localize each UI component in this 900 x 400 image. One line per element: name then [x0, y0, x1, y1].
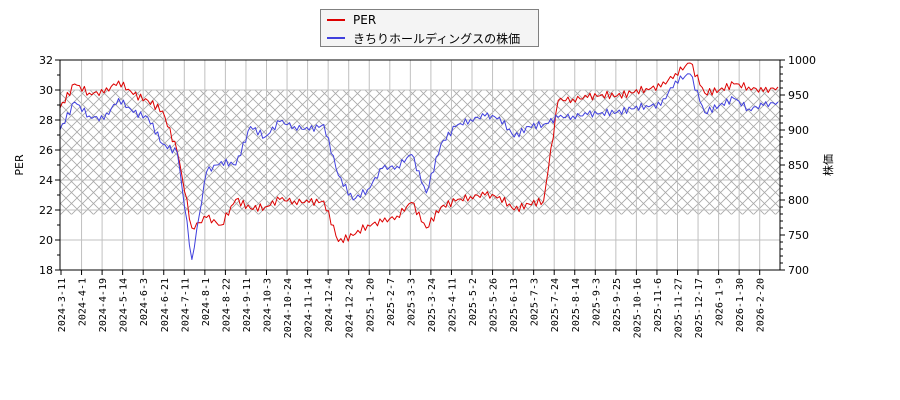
left-tick-label: 22 [39, 204, 53, 217]
x-tick-label: 2025-12-17 [694, 278, 705, 338]
x-tick-label: 2024-6-21 [160, 278, 171, 332]
x-tick-label: 2024-10-24 [283, 278, 294, 338]
x-tick-label: 2025-1-20 [365, 278, 376, 332]
x-tick-label: 2024-6-3 [139, 278, 150, 326]
x-tick-label: 2025-9-25 [612, 278, 623, 332]
left-tick-label: 24 [39, 174, 53, 187]
x-tick-label: 2025-7-24 [550, 278, 561, 332]
x-tick-label: 2025-6-13 [509, 278, 520, 332]
left-axis-label: PER [13, 154, 26, 176]
x-tick-label: 2026-1-30 [735, 278, 746, 332]
legend-swatch-price [327, 37, 345, 39]
x-tick-label: 2025-11-6 [653, 278, 664, 332]
x-tick-label: 2024-8-1 [201, 278, 212, 326]
x-tick-label: 2024-4-1 [78, 278, 89, 326]
x-tick-label: 2025-11-27 [674, 278, 685, 338]
per-line [59, 62, 779, 244]
x-tick-label: 2025-3-3 [406, 278, 417, 326]
legend-item-per: PER [327, 12, 376, 28]
left-tick-label: 30 [39, 84, 53, 97]
legend-label-price: きちりホールディングスの株価 [353, 31, 521, 46]
x-tick-label: 2024-3-11 [57, 278, 68, 332]
right-axis-label: 株価 [821, 154, 835, 176]
grid-lines [60, 60, 780, 270]
right-tick-label: 700 [788, 264, 809, 277]
x-axis: 2024-3-11 2024-4-1 2024-4-19 2024-5-14 2024-… [57, 270, 767, 338]
x-tick-label: 2024-7-11 [180, 278, 191, 332]
right-tick-label: 900 [788, 124, 809, 137]
x-tick-label: 2024-12-24 [345, 278, 356, 338]
legend-item-price: きちりホールディングスの株価 [327, 30, 520, 46]
x-tick-label: 2024-8-22 [221, 278, 232, 332]
left-tick-label: 26 [39, 144, 53, 157]
right-tick-label: 850 [788, 159, 809, 172]
legend: PER きちりホールディングスの株価 [320, 9, 539, 47]
right-y-axis: 1000 950 900 850 800 750 700 [780, 54, 816, 277]
x-tick-label: 2025-3-24 [427, 278, 438, 332]
x-tick-label: 2025-7-3 [530, 278, 541, 326]
x-tick-label: 2024-12-4 [324, 278, 335, 332]
x-tick-label: 2025-5-2 [468, 278, 479, 326]
x-tick-label: 2025-10-16 [632, 278, 643, 338]
left-tick-label: 28 [39, 114, 53, 127]
x-tick-label: 2024-9-11 [242, 278, 253, 332]
right-tick-label: 750 [788, 229, 809, 242]
right-tick-label: 800 [788, 194, 809, 207]
x-tick-label: 2024-4-19 [98, 278, 109, 332]
plot-area [60, 60, 780, 270]
x-tick-label: 2024-5-14 [119, 278, 130, 332]
x-tick-label: 2025-8-14 [571, 278, 582, 332]
left-tick-label: 18 [39, 264, 53, 277]
legend-label-per: PER [353, 13, 377, 27]
left-tick-label: 20 [39, 234, 53, 247]
legend-swatch-per [327, 19, 345, 21]
x-tick-label: 2026-2-20 [756, 278, 767, 332]
right-tick-label: 1000 [788, 54, 816, 67]
x-tick-label: 2026-1-9 [715, 278, 726, 326]
right-tick-label: 950 [788, 89, 809, 102]
x-tick-label: 2025-5-26 [489, 278, 500, 332]
x-tick-label: 2025-2-7 [386, 278, 397, 326]
price-line [59, 73, 779, 260]
x-tick-label: 2024-11-14 [304, 278, 315, 338]
x-tick-label: 2025-4-11 [447, 278, 458, 332]
x-tick-label: 2025-9-3 [591, 278, 602, 326]
x-tick-label: 2024-10-3 [263, 278, 274, 332]
shaded-band [60, 90, 780, 215]
left-y-axis: 32 30 28 26 24 22 20 18 [39, 54, 60, 277]
data-series [59, 62, 779, 260]
left-tick-label: 32 [39, 54, 53, 67]
